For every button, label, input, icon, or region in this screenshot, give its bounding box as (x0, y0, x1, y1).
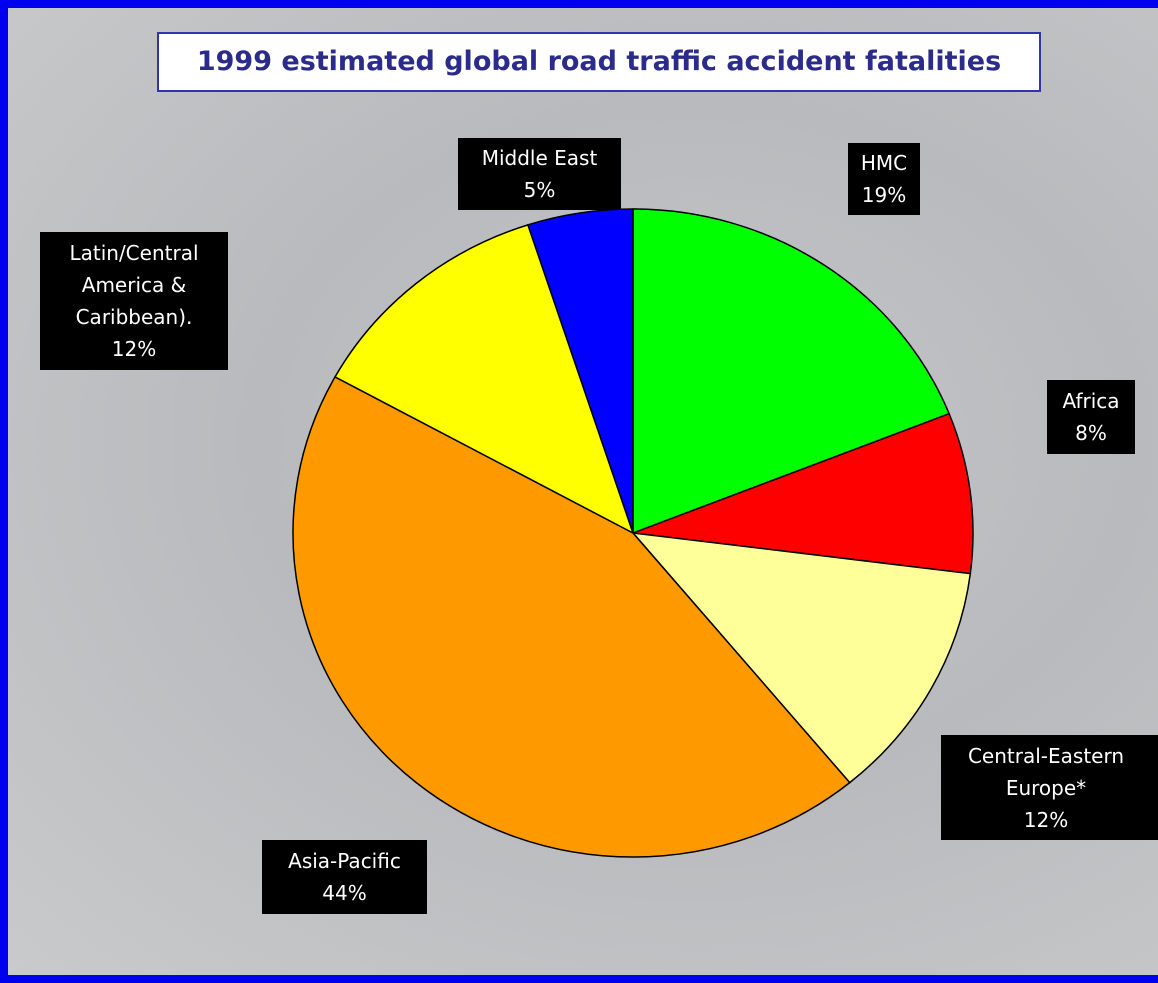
slice-label: Asia-Pacific 44% (262, 840, 427, 914)
slice-name: HMC (860, 151, 908, 175)
slice-label: Central-Eastern Europe* 12% (941, 735, 1158, 840)
slice-value: 8% (1075, 421, 1107, 445)
chart-title: 1999 estimated global road traffic accid… (157, 32, 1041, 92)
pie-slice (334, 223, 635, 535)
slice-label: Middle East 5% (458, 138, 621, 210)
pie-slice (632, 412, 974, 575)
slice-name: Africa (1062, 389, 1120, 413)
pie-slice (292, 375, 851, 858)
pie-slice (632, 208, 951, 535)
pie-slice (526, 208, 634, 534)
slice-name: Central-Eastern Europe* (967, 743, 1125, 800)
slice-value: 19% (861, 183, 907, 207)
slice-label: Latin/Central America & Caribbean). 12% (40, 232, 228, 370)
slice-value: 44% (322, 881, 367, 905)
slice-label: HMC 19% (848, 143, 920, 215)
slice-name: Latin/Central America & Caribbean). (69, 241, 199, 329)
slice-label: Africa 8% (1047, 380, 1135, 454)
slice-value: 12% (111, 337, 157, 361)
slice-value: 5% (523, 178, 556, 202)
slice-name: Middle East (481, 146, 598, 170)
pie-slice (631, 532, 972, 784)
slice-name: Asia-Pacific (288, 849, 401, 873)
pie-area (292, 208, 974, 858)
slice-value: 12% (1023, 807, 1069, 832)
